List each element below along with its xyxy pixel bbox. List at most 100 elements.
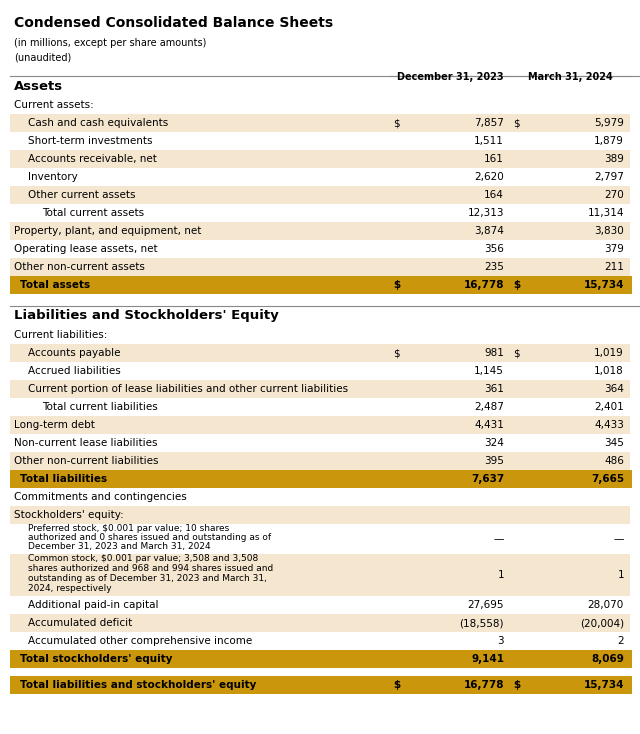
Text: 12,313: 12,313 [467,208,504,218]
Bar [390,380,510,398]
Text: $: $ [513,280,520,290]
Text: 2,487: 2,487 [474,402,504,412]
Bar [510,222,630,240]
Text: Current assets:: Current assets: [14,100,93,110]
Text: 7,637: 7,637 [471,474,504,484]
Text: $: $ [393,680,400,690]
Bar [510,380,630,398]
Text: 11,314: 11,314 [588,208,624,218]
Text: Non-current lease liabilities: Non-current lease liabilities [14,438,157,448]
Text: $: $ [513,348,520,358]
Text: 8,069: 8,069 [591,654,624,664]
Text: Accounts payable: Accounts payable [28,348,120,358]
Bar [10,650,632,668]
Text: 4,431: 4,431 [474,420,504,430]
Text: $: $ [393,118,399,128]
Text: Assets: Assets [14,79,63,92]
Bar [10,114,390,132]
Text: 1: 1 [618,570,624,580]
Text: 1,511: 1,511 [474,136,504,146]
Text: 1: 1 [497,570,504,580]
Text: (20,004): (20,004) [580,618,624,628]
Bar [510,150,630,168]
Text: (18,558): (18,558) [460,618,504,628]
Text: Stockholders' equity:: Stockholders' equity: [14,510,124,520]
Bar [10,506,390,524]
Bar [510,186,630,204]
Text: 1,019: 1,019 [595,348,624,358]
Text: 211: 211 [604,262,624,272]
Text: Total current assets: Total current assets [42,208,144,218]
Text: authorized and 0 shares issued and outstanding as of: authorized and 0 shares issued and outst… [28,533,271,542]
Text: 270: 270 [604,190,624,200]
Bar [510,554,630,596]
Text: 7,665: 7,665 [591,474,624,484]
Text: 27,695: 27,695 [467,600,504,610]
Bar [10,554,390,596]
Bar [510,614,630,632]
Text: March 31, 2024: March 31, 2024 [527,72,612,82]
Text: Property, plant, and equipment, net: Property, plant, and equipment, net [14,226,202,236]
Text: 395: 395 [484,456,504,466]
Text: 2: 2 [618,636,624,646]
Text: Operating lease assets, net: Operating lease assets, net [14,244,157,254]
Bar [510,344,630,362]
Text: 1,879: 1,879 [594,136,624,146]
Bar [390,222,510,240]
Bar [390,186,510,204]
Text: 2,401: 2,401 [595,402,624,412]
Bar [390,452,510,470]
Text: Current portion of lease liabilities and other current liabilities: Current portion of lease liabilities and… [28,384,348,394]
Text: 2,797: 2,797 [594,172,624,182]
Text: $: $ [393,280,400,290]
Text: 235: 235 [484,262,504,272]
Text: Total current liabilities: Total current liabilities [42,402,157,412]
Text: December 31, 2023: December 31, 2023 [397,72,503,82]
Bar [10,150,390,168]
Text: 161: 161 [484,154,504,164]
Bar [10,470,632,488]
Text: 1,018: 1,018 [595,366,624,376]
Text: (in millions, except per share amounts): (in millions, except per share amounts) [14,38,206,48]
Text: —: — [493,534,504,544]
Bar [10,614,390,632]
Text: Cash and cash equivalents: Cash and cash equivalents [28,118,168,128]
Bar [390,416,510,434]
Text: Long-term debt: Long-term debt [14,420,95,430]
Text: $: $ [513,118,520,128]
Bar [390,114,510,132]
Text: shares authorized and 968 and 994 shares issued and: shares authorized and 968 and 994 shares… [28,564,273,573]
Text: Other non-current assets: Other non-current assets [14,262,145,272]
Text: 356: 356 [484,244,504,254]
Bar [390,554,510,596]
Text: 9,141: 9,141 [471,654,504,664]
Bar [510,114,630,132]
Text: Commitments and contingencies: Commitments and contingencies [14,492,187,502]
Text: Accumulated other comprehensive income: Accumulated other comprehensive income [28,636,252,646]
Text: Total liabilities and stockholders' equity: Total liabilities and stockholders' equi… [20,680,257,690]
Text: 2024, respectively: 2024, respectively [28,584,111,592]
Text: 15,734: 15,734 [584,280,624,290]
Text: 486: 486 [604,456,624,466]
Bar [10,276,632,294]
Text: 324: 324 [484,438,504,448]
Text: 5,979: 5,979 [594,118,624,128]
Text: 379: 379 [604,244,624,254]
Text: Accounts receivable, net: Accounts receivable, net [28,154,157,164]
Text: Accumulated deficit: Accumulated deficit [28,618,132,628]
Text: Total assets: Total assets [20,280,90,290]
Text: Preferred stock, $0.001 par value; 10 shares: Preferred stock, $0.001 par value; 10 sh… [28,524,229,533]
Bar [510,452,630,470]
Text: 2,620: 2,620 [474,172,504,182]
Text: 345: 345 [604,438,624,448]
Bar [390,150,510,168]
Text: (unaudited): (unaudited) [14,52,71,62]
Text: 389: 389 [604,154,624,164]
Text: $: $ [513,680,520,690]
Bar [510,506,630,524]
Text: 164: 164 [484,190,504,200]
Text: 364: 364 [604,384,624,394]
Text: Inventory: Inventory [28,172,77,182]
Text: Additional paid-in capital: Additional paid-in capital [28,600,159,610]
Text: Accrued liabilities: Accrued liabilities [28,366,121,376]
